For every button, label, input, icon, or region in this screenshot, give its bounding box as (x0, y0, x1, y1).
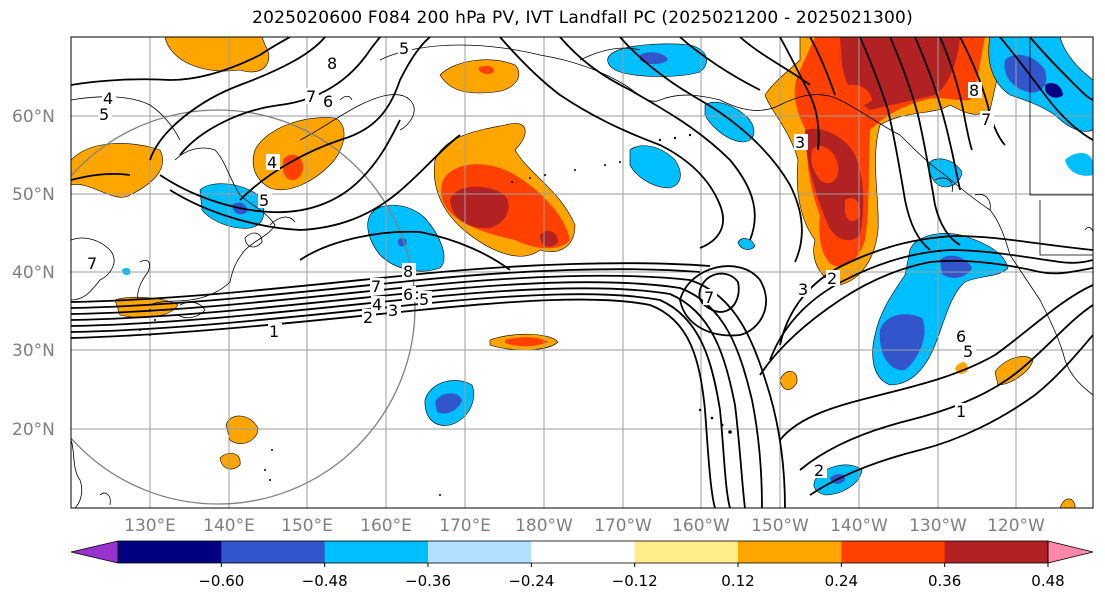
contour-label: 5 (99, 105, 109, 124)
contour-label: 8 (969, 81, 979, 100)
lon-label: 140°W (830, 516, 888, 536)
colorbar-tick-label: −0.12 (612, 572, 658, 590)
contour-label: 3 (388, 301, 398, 320)
colorbar-extend-low (70, 540, 119, 564)
colorbar-segment (324, 541, 429, 563)
colorbar-tick-label: 0.48 (1031, 572, 1064, 590)
lon-label: 160°E (360, 516, 412, 536)
colorbar-tick-label: 0.36 (928, 572, 961, 590)
map-title: 2025020600 F084 200 hPa PV, IVT Landfall… (252, 8, 913, 28)
contour-label: 7 (371, 277, 381, 296)
lon-label: 120°W (987, 516, 1045, 536)
contour-label: 8 (403, 262, 413, 281)
lon-label: 180°W (515, 516, 573, 536)
colorbar-segment (118, 541, 222, 563)
contour-label: 6 (323, 92, 333, 111)
colorbar-tick-label: 0.24 (825, 572, 858, 590)
contour-label: 1 (956, 402, 966, 421)
contour-label: 7 (87, 254, 97, 273)
contour-label: 2 (827, 269, 837, 288)
contour-label: 2 (363, 308, 373, 327)
lon-label: 140°E (203, 516, 255, 536)
contour-label: 5 (963, 342, 973, 361)
lon-label: 130°W (909, 516, 967, 536)
colorbar-segment (738, 541, 842, 563)
colorbar-tick-label: −0.36 (405, 572, 451, 590)
colorbar (70, 540, 1094, 564)
contour-label: 7 (306, 87, 316, 106)
graticule (71, 37, 1093, 508)
contour-label: 3 (798, 280, 808, 299)
colorbar-tick-label: −0.60 (198, 572, 244, 590)
contour-label: 4 (267, 153, 277, 172)
lat-label: 20°N (12, 420, 55, 440)
map-content: 8 5 7 6 4 5 4 5 7 3 8 7 6 5 4 3 2 1 7 3 … (71, 37, 1093, 508)
contour-label: 7 (704, 288, 714, 307)
contour-label: 4 (103, 89, 113, 108)
colorbar-tick-label: −0.24 (508, 572, 554, 590)
contour-labels: 8 5 7 6 4 5 4 5 7 3 8 7 6 5 4 3 2 1 7 3 … (86, 39, 994, 480)
contour-label: 5 (419, 290, 429, 309)
lon-label: 150°W (751, 516, 809, 536)
lat-label: 40°N (12, 263, 55, 283)
colorbar-ticks: −0.60 −0.48 −0.36 −0.24 −0.12 0.12 0.24 0.36 0.4… (198, 563, 1065, 590)
map-frame (70, 36, 1094, 509)
longitude-labels: 130°E 140°E 150°E 160°E 170°E 180°W 170°… (124, 516, 1045, 536)
contour-label: 3 (795, 133, 805, 152)
contour-label: 6 (403, 285, 413, 304)
lon-label: 170°E (439, 516, 491, 536)
colorbar-outline (117, 540, 1049, 564)
contour-label: 2 (814, 461, 824, 480)
colorbar-segment (531, 541, 636, 563)
contour-label: 7 (981, 110, 991, 129)
latitude-labels: 60°N 50°N 40°N 30°N 20°N (12, 107, 55, 440)
contour-label: 6 (956, 327, 966, 346)
contour-label: 5 (259, 191, 269, 210)
colorbar-segment (428, 541, 532, 563)
lon-label: 150°E (281, 516, 333, 536)
lat-label: 60°N (12, 107, 55, 127)
lon-label: 130°E (124, 516, 176, 536)
negative-anomaly-shading (122, 37, 1093, 496)
lon-label: 170°W (594, 516, 652, 536)
contour-label: 5 (399, 39, 409, 58)
lon-label: 160°W (672, 516, 730, 536)
lat-label: 30°N (12, 341, 55, 361)
contour-label: 4 (372, 295, 382, 314)
colorbar-segment (944, 541, 1049, 563)
contour-label: 8 (327, 54, 337, 73)
lat-label: 50°N (12, 185, 55, 205)
colorbar-tick-label: −0.48 (302, 572, 348, 590)
colorbar-extend-high (1047, 540, 1094, 564)
contour-label: 1 (269, 322, 279, 341)
colorbar-segment (634, 541, 739, 563)
landfall-region-circle (71, 109, 416, 505)
colorbar-segment (841, 541, 946, 563)
colorbar-tick-label: 0.12 (721, 572, 754, 590)
colorbar-segment (221, 541, 326, 563)
